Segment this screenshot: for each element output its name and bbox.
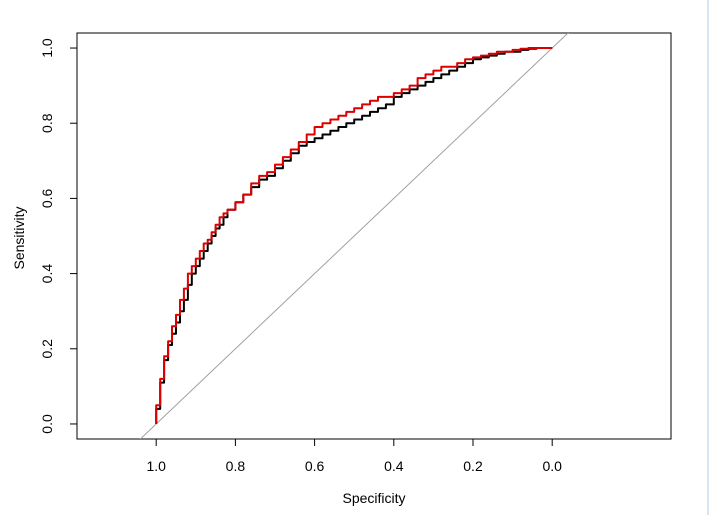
y-tick-label: 1.0 <box>39 38 55 58</box>
y-axis-title: Sensitivity <box>11 206 27 269</box>
y-tick-label: 0.6 <box>39 188 55 208</box>
plot-area <box>139 33 569 439</box>
y-tick-label: 0.0 <box>39 414 55 434</box>
window-edge <box>707 0 709 515</box>
y-tick-label: 0.2 <box>39 339 55 359</box>
y-tick-label: 0.8 <box>39 113 55 133</box>
x-tick-label: 0.2 <box>463 458 483 474</box>
y-tick-label: 0.4 <box>39 264 55 284</box>
x-tick-label: 0.6 <box>305 458 325 474</box>
x-tick-label: 0.0 <box>542 458 562 474</box>
y-axis: 0.0 0.2 0.4 0.6 0.8 1.0 <box>39 38 78 434</box>
x-tick-label: 0.4 <box>384 458 404 474</box>
roc-curve-2 <box>155 47 553 424</box>
reference-diagonal-line <box>139 33 569 439</box>
plot-frame <box>76 32 672 440</box>
x-axis: 1.0 0.8 0.6 0.4 0.2 0.0 <box>146 438 562 474</box>
x-tick-label: 0.8 <box>226 458 246 474</box>
x-tick-label: 1.0 <box>146 458 166 474</box>
roc-curve-1 <box>155 47 553 424</box>
x-axis-title: Specificity <box>342 490 405 506</box>
